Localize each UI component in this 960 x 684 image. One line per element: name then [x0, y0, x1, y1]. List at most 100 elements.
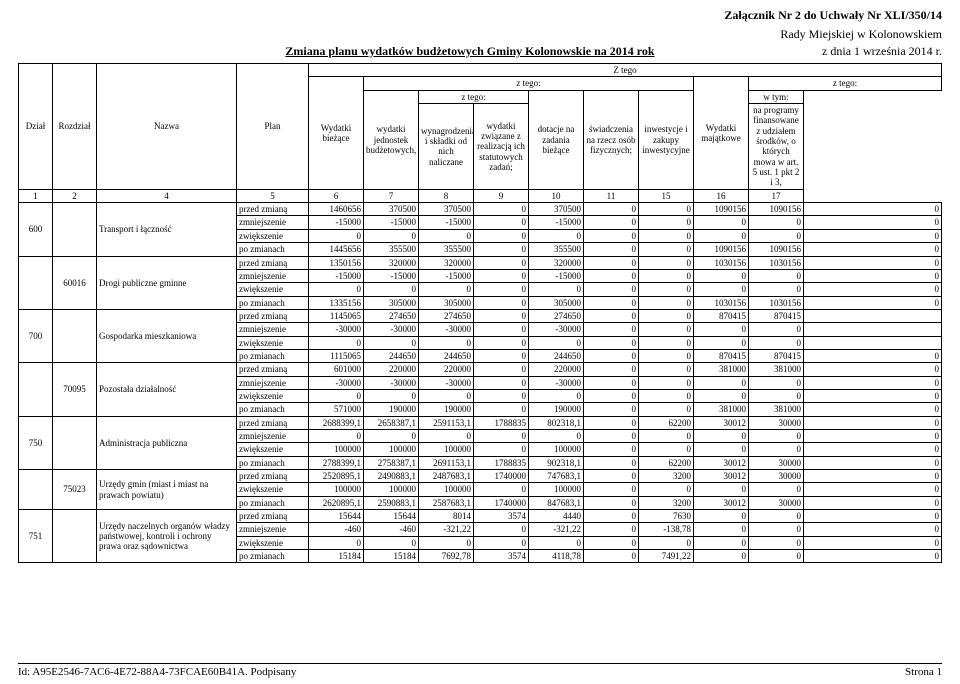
- cell-value: -15000: [364, 269, 419, 282]
- cell-value: 0: [474, 309, 529, 322]
- cell-value: 0: [804, 429, 942, 442]
- cell-value: -30000: [309, 376, 364, 389]
- cell-value: 1090156: [694, 203, 749, 216]
- cell-value: 100000: [529, 483, 584, 496]
- cell-value: 1030156: [749, 256, 804, 269]
- cell-value: 747683,1: [529, 470, 584, 483]
- cell-value: 0: [749, 269, 804, 282]
- cell-value: 2658387,1: [364, 416, 419, 429]
- column-number: 16: [694, 189, 749, 202]
- cell-value: 0: [804, 470, 942, 483]
- cell-value: 0: [639, 256, 694, 269]
- column-number: 9: [474, 189, 529, 202]
- cell-value: 3200: [639, 470, 694, 483]
- cell-value: 601000: [309, 363, 364, 376]
- cell-value: 0: [474, 389, 529, 402]
- cell-value: 0: [419, 536, 474, 549]
- cell-value: -321,22: [419, 523, 474, 536]
- cell-value: 30000: [749, 456, 804, 469]
- cell-change-type: zwiększenie: [237, 443, 309, 456]
- cell-value: 0: [364, 429, 419, 442]
- cell-value: 0: [804, 403, 942, 416]
- cell-value: 0: [804, 483, 942, 496]
- col-dotacje: dotacje na zadania bieżące: [529, 90, 584, 189]
- table-row: 60016Drogi publiczne gminneprzed zmianą1…: [19, 256, 942, 269]
- cell-value: -30000: [364, 376, 419, 389]
- col-z-tego-2: z tego:: [749, 77, 942, 90]
- cell-value: 0: [474, 349, 529, 362]
- cell-value: 2587683,1: [419, 496, 474, 509]
- cell-value: [804, 323, 942, 336]
- cell-value: -15000: [529, 269, 584, 282]
- cell-change-type: przed zmianą: [237, 470, 309, 483]
- budget-table: Dział Rozdział Nazwa Plan Z tego Wydatki…: [18, 63, 942, 563]
- cell-value: 4118,78: [529, 550, 584, 563]
- cell-nazwa: Gospodarka mieszkaniowa: [97, 309, 237, 362]
- cell-value: -138,78: [639, 523, 694, 536]
- cell-value: 3574: [474, 550, 529, 563]
- column-number: 1: [19, 189, 53, 202]
- cell-value: 0: [529, 536, 584, 549]
- col-inwestycje: inwestycje i zakupy inwestycyjne: [639, 90, 694, 189]
- cell-value: 0: [694, 389, 749, 402]
- cell-value: 0: [419, 283, 474, 296]
- cell-change-type: przed zmianą: [237, 256, 309, 269]
- cell-value: 870415: [749, 349, 804, 362]
- cell-value: 870415: [694, 309, 749, 322]
- cell-value: -15000: [309, 216, 364, 229]
- cell-value: -15000: [419, 269, 474, 282]
- cell-value: -30000: [419, 376, 474, 389]
- cell-change-type: po zmianach: [237, 296, 309, 309]
- cell-value: -460: [364, 523, 419, 536]
- cell-value: 0: [749, 510, 804, 523]
- cell-value: 2691153,1: [419, 456, 474, 469]
- cell-value: 2688399,1: [309, 416, 364, 429]
- cell-rozdzial: [53, 309, 97, 362]
- cell-value: 0: [529, 429, 584, 442]
- table-row: 600Transport i łącznośćprzed zmianą14606…: [19, 203, 942, 216]
- col-wyd-jednostek: wydatki jednostek budżetowych,: [364, 90, 419, 189]
- cell-value: 355500: [419, 243, 474, 256]
- cell-value: 802318,1: [529, 416, 584, 429]
- cell-value: 0: [804, 243, 942, 256]
- cell-value: 305000: [419, 296, 474, 309]
- cell-value: 0: [694, 443, 749, 456]
- cell-value: 0: [364, 389, 419, 402]
- column-number: 7: [364, 189, 419, 202]
- cell-dzial: 750: [19, 416, 53, 469]
- cell-value: 1090156: [694, 243, 749, 256]
- cell-value: 2758387,1: [364, 456, 419, 469]
- cell-value: 0: [309, 389, 364, 402]
- cell-value: 0: [474, 429, 529, 442]
- cell-value: 0: [804, 203, 942, 216]
- cell-value: 0: [639, 376, 694, 389]
- cell-value: 0: [639, 336, 694, 349]
- cell-value: 0: [584, 496, 639, 509]
- cell-value: 0: [639, 229, 694, 242]
- cell-value: 100000: [309, 483, 364, 496]
- cell-value: 0: [419, 389, 474, 402]
- cell-value: 0: [749, 283, 804, 296]
- cell-change-type: zwiększenie: [237, 336, 309, 349]
- cell-value: 0: [804, 283, 942, 296]
- cell-value: 0: [804, 389, 942, 402]
- col-plan: Plan: [237, 64, 309, 190]
- cell-change-type: po zmianach: [237, 496, 309, 509]
- cell-value: 0: [474, 523, 529, 536]
- cell-change-type: przed zmianą: [237, 363, 309, 376]
- cell-value: 0: [639, 309, 694, 322]
- cell-value: 0: [584, 349, 639, 362]
- cell-value: 244650: [529, 349, 584, 362]
- cell-value: 0: [584, 243, 639, 256]
- cell-value: 0: [749, 323, 804, 336]
- cell-value: 0: [584, 296, 639, 309]
- col-w-tym: w tym:: [749, 90, 804, 103]
- cell-value: 0: [749, 523, 804, 536]
- cell-value: -15000: [309, 269, 364, 282]
- cell-value: 0: [474, 256, 529, 269]
- cell-value: 0: [584, 309, 639, 322]
- cell-value: 0: [804, 269, 942, 282]
- cell-change-type: zmniejszenie: [237, 323, 309, 336]
- cell-value: -15000: [419, 216, 474, 229]
- cell-value: 0: [804, 229, 942, 242]
